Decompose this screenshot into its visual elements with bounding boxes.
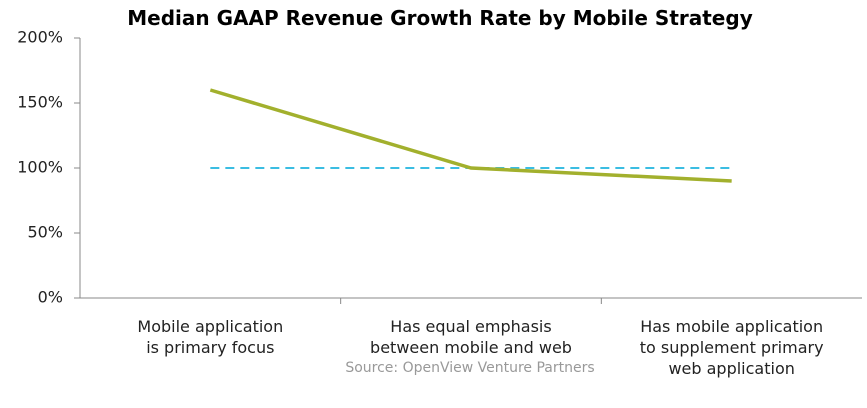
line xyxy=(209,88,732,183)
y-tick-label: 200% xyxy=(17,28,63,47)
x-tick-label: Has equal emphasis between mobile and we… xyxy=(370,317,572,357)
x-tick-label: Has mobile application to supplement pri… xyxy=(639,317,824,378)
y-tick-label: 150% xyxy=(17,93,63,112)
x-tick-label: Mobile application is primary focus xyxy=(137,317,284,357)
y-tick-label: 100% xyxy=(17,158,63,177)
y-tick-label: 50% xyxy=(27,223,63,242)
chart-title: Median GAAP Revenue Growth Rate by Mobil… xyxy=(127,6,753,30)
y-tick-label: 0% xyxy=(38,288,63,307)
source-note: Source: OpenView Venture Partners xyxy=(345,360,595,376)
